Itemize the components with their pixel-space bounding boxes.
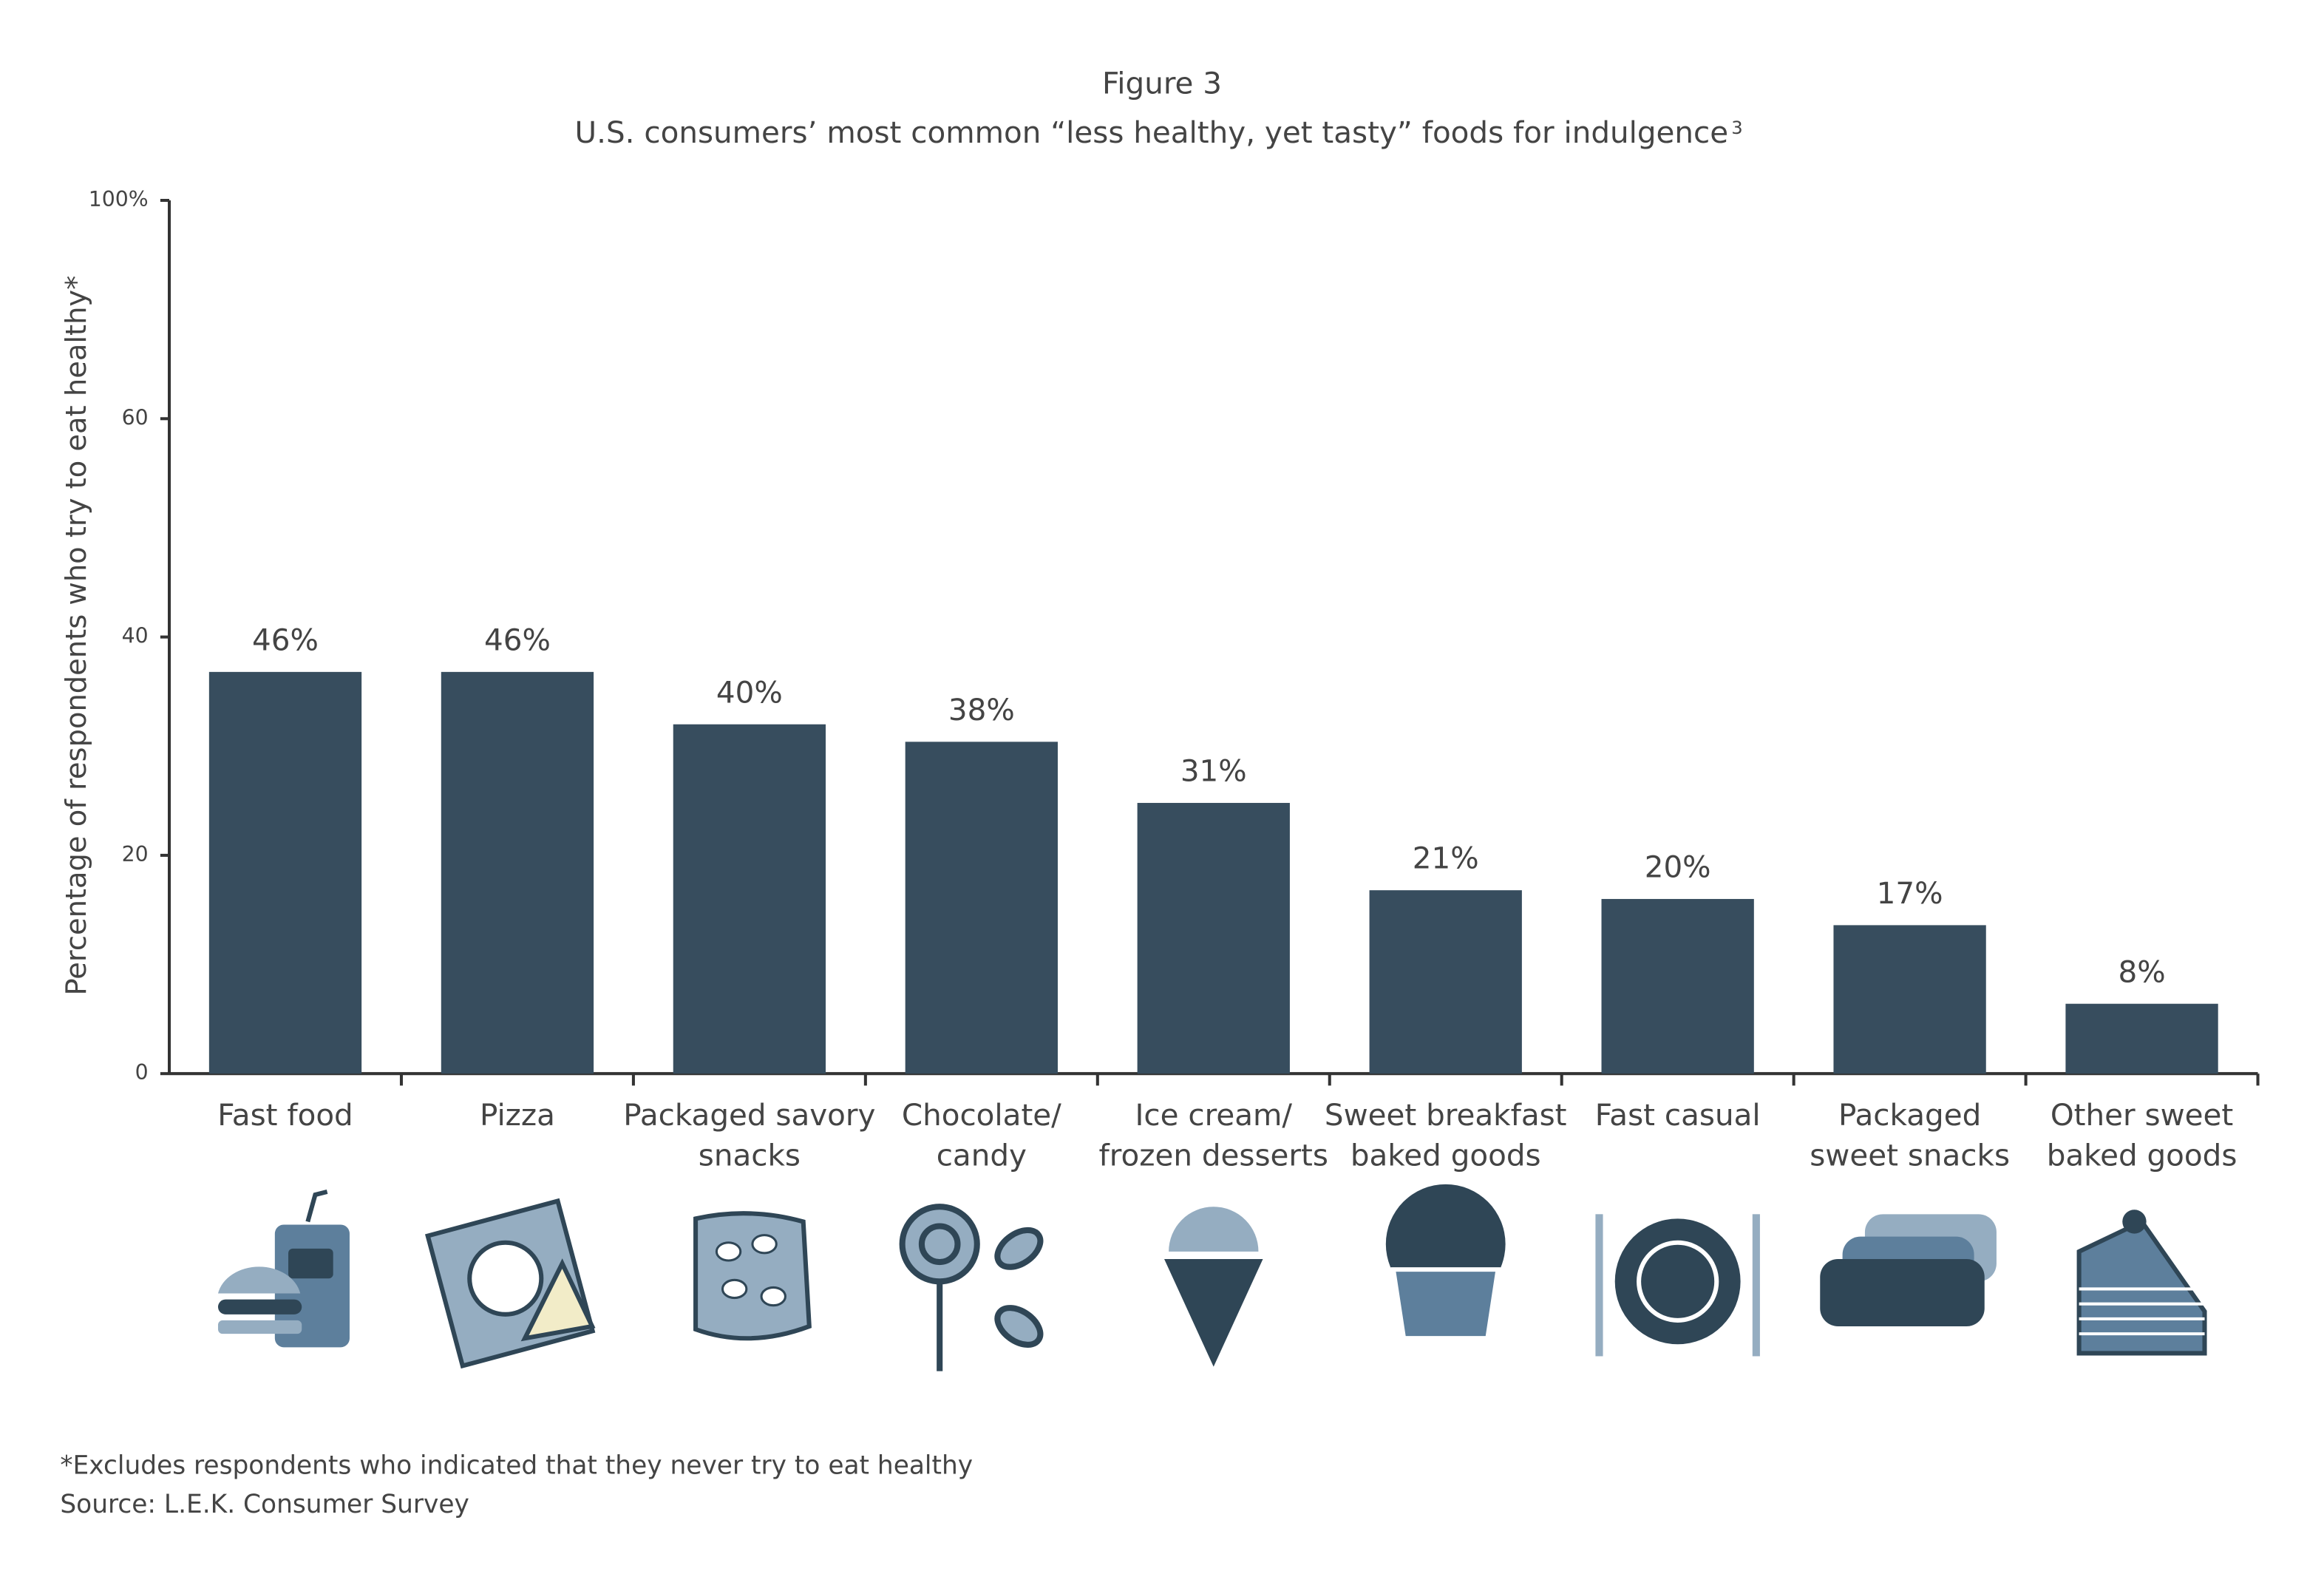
y-tick-label: 100% <box>89 187 149 211</box>
y-tick-label: 20 <box>122 842 149 866</box>
x-tick-label: Packaged savory snacks <box>623 1097 875 1173</box>
value-label: 17% <box>1877 875 1943 911</box>
icon <box>693 1211 812 1341</box>
bar <box>441 671 594 1074</box>
icon <box>1820 1214 1997 1327</box>
icon-shape <box>693 1211 812 1341</box>
footnote-marker: 3 <box>1731 117 1742 138</box>
bar <box>208 671 362 1074</box>
icon-shape <box>1614 1218 1741 1345</box>
value-label: 8% <box>2118 954 2165 989</box>
icon-shape <box>217 1320 302 1334</box>
value-label: 21% <box>1413 841 1479 876</box>
bar <box>1137 803 1290 1074</box>
icon-shape <box>288 1248 333 1279</box>
x-tick-label: Fast casual <box>1595 1097 1761 1133</box>
bar <box>1833 925 1986 1074</box>
icon-shape <box>899 1204 980 1285</box>
x-tick-label: Chocolate/candy <box>902 1097 1061 1173</box>
value-label: 40% <box>716 674 783 710</box>
bar <box>1369 890 1522 1074</box>
icon-shape <box>1390 1267 1501 1341</box>
icon <box>424 1198 596 1369</box>
icon-shape <box>1595 1214 1603 1357</box>
icon-shape <box>721 1278 748 1300</box>
bar <box>673 724 826 1074</box>
x-tick-label: Sweet breakfast baked goods <box>1325 1097 1567 1173</box>
footnote: *Excludes respondents who indicated that… <box>60 1451 973 1481</box>
icon-shape <box>217 1266 301 1294</box>
icon <box>899 1204 1044 1371</box>
x-tick-label: Pizza <box>480 1097 555 1133</box>
icon-shape <box>467 1240 544 1317</box>
y-tick-label: 60 <box>122 405 149 430</box>
bar <box>2065 1003 2218 1074</box>
source: Source: L.E.K. Consumer Survey <box>60 1490 469 1519</box>
icon <box>217 1190 350 1348</box>
bar <box>1601 898 1754 1074</box>
value-label: 46% <box>252 622 319 657</box>
value-label: 20% <box>1645 849 1711 885</box>
chart-title: Figure 3 <box>1102 65 1222 101</box>
x-tick-label: Ice cream/frozen desserts <box>1099 1097 1328 1173</box>
icon-shape <box>305 1190 328 1223</box>
icon-shape <box>1820 1258 1985 1327</box>
icon <box>1385 1184 1506 1341</box>
icon-shape <box>2122 1210 2147 1234</box>
icon-shape <box>1169 1207 1259 1252</box>
y-axis-label: Percentage of respondents who try to eat… <box>60 276 93 996</box>
bar <box>905 742 1058 1074</box>
icon-shape <box>994 1227 1044 1270</box>
icon <box>1595 1214 1760 1357</box>
value-label: 46% <box>484 622 551 657</box>
icon-shape <box>751 1234 778 1255</box>
icon-shape <box>760 1286 786 1307</box>
icon <box>2076 1210 2207 1356</box>
x-tick-label: Other sweet baked goods <box>2047 1097 2238 1173</box>
value-label: 31% <box>1180 753 1247 789</box>
icon <box>1164 1207 1263 1367</box>
icon-shape <box>994 1305 1044 1348</box>
icon-shape <box>715 1241 742 1262</box>
icon-shape <box>1752 1214 1760 1357</box>
y-tick-label: 40 <box>122 624 149 648</box>
y-tick-label: 0 <box>135 1060 149 1085</box>
icon-shape <box>918 1223 961 1266</box>
icon-shape <box>1637 1240 1719 1323</box>
chart-subtitle: U.S. consumers’ most common “less health… <box>575 115 1729 150</box>
x-tick-label: Fast food <box>217 1097 353 1133</box>
value-label: 38% <box>948 692 1015 727</box>
icon-shape <box>1164 1258 1263 1367</box>
icon-shape <box>217 1299 302 1314</box>
x-tick-label: Packaged sweet snacks <box>1810 1097 2010 1173</box>
icon-shape <box>520 1258 596 1342</box>
